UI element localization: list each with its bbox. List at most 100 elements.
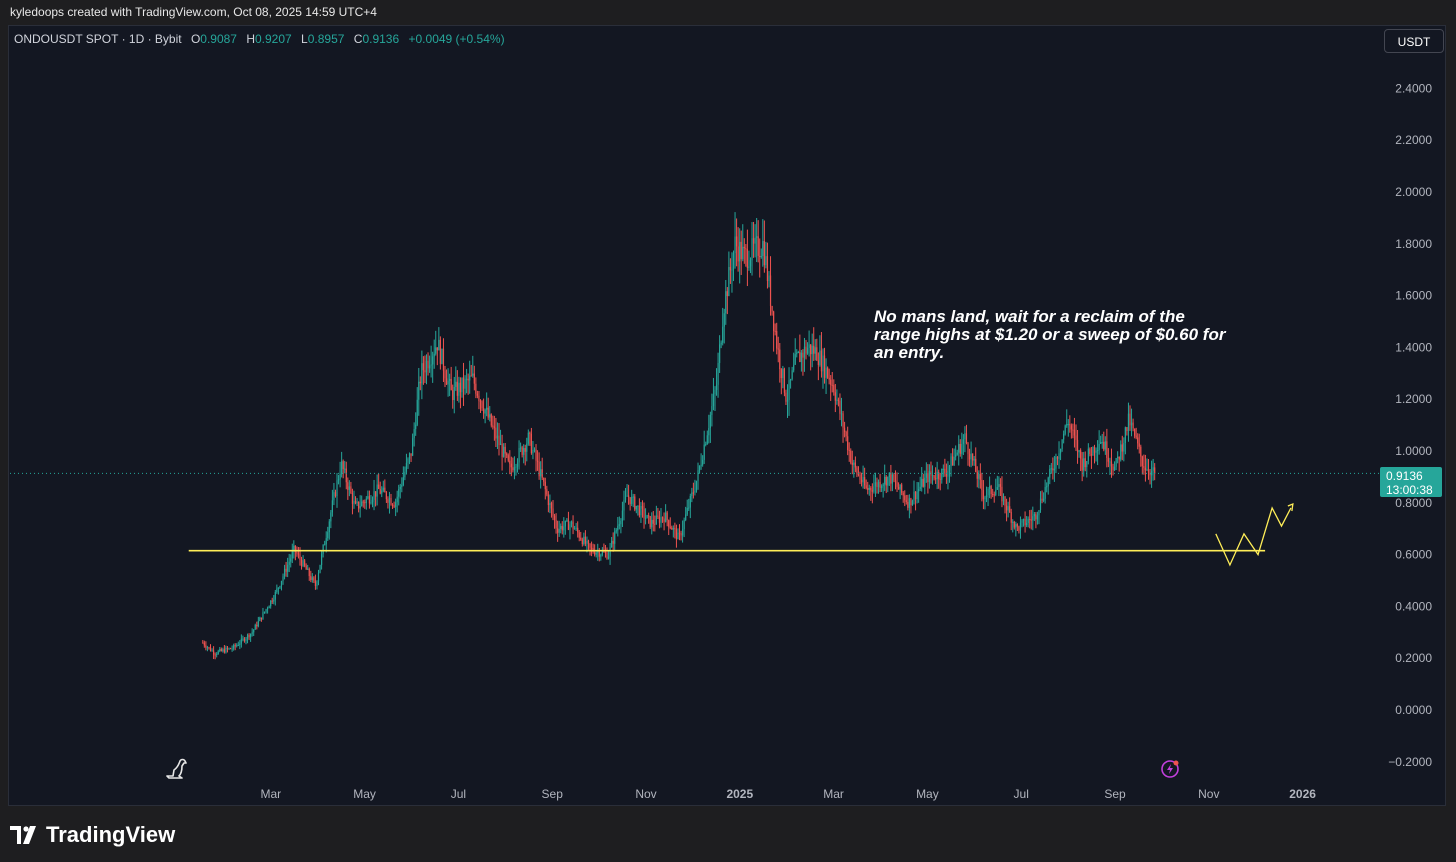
y-tick-label: 0.8000 [1395, 496, 1432, 510]
candle-body [461, 377, 463, 393]
candle-body [236, 645, 238, 647]
candle-body [300, 559, 303, 566]
candle-body [385, 492, 387, 500]
candle-body [415, 424, 417, 430]
candle-body [939, 478, 941, 480]
x-axis: Mar May Jul Sep Nov 2025 Mar May Jul Sep Nov 2026 [260, 787, 1316, 801]
candle-body [432, 356, 434, 365]
candle-body [1027, 518, 1029, 524]
chart-panel[interactable] [8, 25, 1446, 806]
lightning-icon[interactable] [1161, 760, 1179, 778]
candle-body [287, 564, 289, 572]
candle-body [239, 643, 241, 646]
guides-layer [10, 472, 1380, 567]
candle-body [504, 446, 506, 454]
candle-body [819, 350, 821, 366]
candle-body [1016, 524, 1018, 527]
candle-body [782, 368, 784, 379]
candle-body [558, 528, 560, 533]
candle-body [325, 538, 327, 545]
candle-body [472, 373, 474, 376]
candle-body [1009, 506, 1011, 513]
candle-body [223, 649, 225, 653]
candle-body [806, 347, 809, 354]
symbol-name: ONDOUSDT SPOT · 1D · Bybit [14, 32, 182, 46]
candle-body [959, 444, 961, 454]
candle-body [874, 482, 877, 487]
candle-body [1021, 520, 1023, 523]
candle-body [1113, 466, 1116, 471]
y-tick-label: 2.4000 [1395, 81, 1432, 95]
candle-body [1055, 456, 1057, 469]
candle-body [1018, 526, 1020, 531]
candle-body [813, 345, 815, 354]
candle-body [614, 531, 616, 544]
candle-body [1038, 510, 1040, 516]
candle-body [657, 515, 659, 517]
candle-body [945, 473, 948, 477]
candle-body [827, 367, 829, 378]
candle-body [891, 474, 894, 484]
candle-body [1121, 444, 1123, 452]
candle-body [1104, 441, 1106, 450]
dino-icon[interactable] [166, 758, 187, 779]
candle-body [348, 486, 350, 490]
candle-body [885, 476, 887, 486]
x-tick-label: Jul [1014, 787, 1029, 801]
candle-body [376, 484, 378, 497]
candle-body [214, 654, 216, 656]
candle-body [557, 528, 559, 533]
candle-body [677, 532, 679, 540]
candle-body [665, 512, 667, 522]
candle-body [740, 241, 742, 260]
candle-body [797, 351, 799, 353]
candle-body [1049, 468, 1051, 478]
candle-body [521, 447, 523, 455]
candle-body [820, 350, 823, 372]
candle-body [951, 456, 954, 466]
candle-body [887, 476, 889, 486]
candle-body [834, 392, 836, 401]
candle-body [587, 540, 590, 544]
candle-body [1103, 441, 1105, 450]
x-tick-label: Nov [635, 787, 656, 801]
candle-body [240, 638, 242, 644]
candle-body [904, 495, 906, 501]
y-tick-label: 0.0000 [1395, 703, 1432, 717]
candle-body [845, 431, 847, 437]
candle-body [260, 617, 263, 620]
candle-body [708, 428, 710, 436]
candle-body [669, 526, 671, 528]
candle-body [968, 453, 971, 460]
y-tick-label: 1.4000 [1395, 340, 1432, 354]
candle-body [924, 477, 926, 487]
candle-body [624, 496, 627, 501]
candle-body [757, 236, 759, 256]
candle-body [751, 238, 753, 261]
candle-body [919, 486, 921, 490]
currency-button[interactable]: USDT [1384, 29, 1444, 53]
candle-body [1015, 524, 1017, 528]
candle-body [745, 248, 747, 250]
projection-path[interactable] [1215, 506, 1292, 567]
candle-body [941, 468, 943, 480]
x-tick-label: Nov [1198, 787, 1219, 801]
candle-body [830, 379, 832, 385]
candle-body [681, 529, 684, 536]
candle-body [648, 515, 650, 517]
candle-body [276, 588, 278, 593]
y-tick-label: 1.6000 [1395, 289, 1432, 303]
candle-body [1035, 514, 1037, 520]
candle-body [473, 373, 475, 384]
brand-footer: TradingView [10, 822, 175, 848]
candle-body [865, 485, 867, 489]
candle-body [768, 275, 770, 281]
candle-body [992, 494, 994, 496]
candle-body [381, 490, 383, 494]
candle-body [1089, 448, 1091, 455]
candle-body [544, 481, 546, 490]
symbol-legend: ONDOUSDT SPOT · 1D · Bybit O0.9087 H0.92… [14, 32, 505, 46]
candle-body [981, 479, 983, 491]
candle-body [1026, 523, 1028, 526]
candle-body [737, 246, 739, 262]
